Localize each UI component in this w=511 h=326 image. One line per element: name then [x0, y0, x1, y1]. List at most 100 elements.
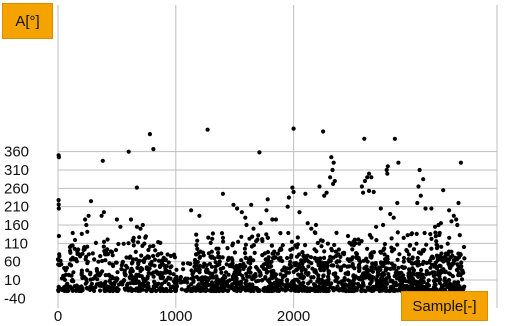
data-point [279, 278, 284, 283]
data-point [409, 274, 414, 280]
data-point [56, 284, 61, 289]
y-tick-label: 60 [4, 254, 21, 271]
data-point [130, 287, 135, 292]
data-point [251, 258, 256, 263]
data-point [318, 238, 323, 243]
data-point [350, 247, 355, 252]
data-point [326, 269, 332, 274]
data-point [285, 255, 290, 261]
data-point [433, 234, 438, 239]
data-point [415, 271, 420, 276]
data-point [424, 272, 429, 277]
data-point [319, 263, 324, 268]
data-point [283, 287, 288, 292]
data-point [135, 265, 140, 270]
data-point [321, 268, 326, 273]
data-point [109, 249, 114, 255]
data-point [419, 282, 424, 287]
data-point [347, 240, 352, 245]
data-point [218, 266, 223, 272]
data-point [178, 280, 183, 285]
data-point [272, 274, 277, 279]
y-tick-label: -40 [4, 290, 26, 307]
data-point [329, 248, 335, 253]
data-point [362, 178, 367, 184]
data-point [437, 263, 442, 268]
data-point [305, 221, 310, 226]
data-point [88, 199, 94, 204]
data-point [222, 287, 227, 292]
data-point [205, 127, 210, 132]
data-point [235, 206, 240, 211]
data-point [56, 198, 61, 203]
data-point [171, 272, 176, 277]
data-point [248, 255, 253, 260]
data-point [456, 200, 461, 206]
data-point [366, 188, 372, 193]
data-point [207, 261, 212, 266]
data-point [130, 238, 135, 243]
data-point [353, 274, 358, 279]
data-point [396, 160, 401, 165]
y-tick-label: 160 [4, 217, 29, 234]
data-point [215, 263, 220, 268]
data-point [75, 251, 80, 257]
data-point [309, 261, 314, 266]
data-point [310, 266, 315, 271]
data-point [321, 273, 326, 278]
data-point [329, 155, 334, 160]
data-point [94, 268, 100, 274]
data-point [300, 250, 305, 255]
data-point [347, 264, 352, 269]
data-point [308, 255, 314, 260]
data-point [311, 282, 317, 287]
data-point [251, 226, 256, 231]
data-point [455, 262, 460, 267]
data-point [183, 288, 188, 293]
data-point [161, 287, 166, 292]
data-point [166, 260, 171, 265]
data-point [62, 285, 67, 290]
data-point [192, 285, 197, 290]
data-point [386, 260, 391, 265]
data-point [226, 272, 231, 277]
data-point [461, 244, 467, 250]
data-point [414, 231, 419, 236]
data-point [232, 250, 237, 255]
data-point [449, 219, 454, 224]
data-point [100, 258, 105, 264]
data-point [152, 257, 157, 262]
data-point [207, 288, 212, 293]
data-point [369, 255, 374, 260]
data-point [433, 260, 438, 265]
data-point [93, 285, 98, 290]
data-point [206, 270, 211, 275]
data-point [348, 288, 353, 293]
data-point [179, 287, 184, 292]
data-point [388, 211, 393, 217]
data-point [126, 241, 131, 246]
data-point [103, 258, 108, 263]
data-point [312, 247, 317, 252]
data-point [115, 288, 120, 294]
data-point [275, 284, 280, 289]
data-point [85, 259, 90, 264]
data-point [116, 241, 121, 247]
data-point [252, 250, 257, 255]
data-point [232, 280, 237, 285]
data-point [273, 217, 278, 222]
data-point [358, 275, 363, 280]
data-point [289, 239, 294, 244]
data-point [144, 288, 149, 293]
y-tick-label: 310 [4, 162, 29, 179]
y-tick-label: 210 [4, 199, 29, 216]
data-point [160, 275, 166, 280]
data-point [195, 246, 200, 251]
data-point [173, 287, 179, 292]
data-point [258, 272, 263, 278]
data-point [214, 283, 220, 288]
data-point [352, 237, 357, 242]
data-point [196, 264, 201, 269]
